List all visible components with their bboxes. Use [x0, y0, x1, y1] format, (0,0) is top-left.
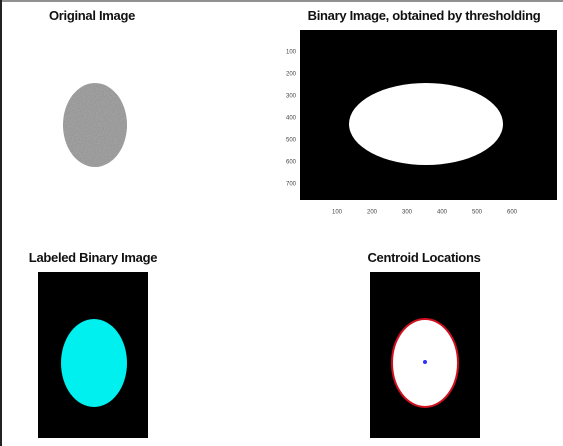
panel-title: Original Image: [49, 8, 135, 23]
y-tick-label: 600: [286, 160, 297, 166]
y-tick-label: 700: [286, 182, 297, 188]
x-tick-label: 500: [472, 210, 483, 216]
figure: Original Image Binary Image, obtained by…: [0, 0, 563, 446]
y-tick-label: 500: [286, 138, 297, 144]
panel-title: Labeled Binary Image: [29, 250, 157, 265]
x-tick-label: 200: [367, 210, 378, 216]
panel-title: Binary Image, obtained by thresholding: [308, 8, 541, 23]
x-tick-label: 300: [402, 210, 413, 216]
cyan-ellipse: [61, 319, 127, 407]
y-tick-label: 400: [286, 116, 297, 122]
panel-title: Centroid Locations: [367, 250, 480, 265]
gray-ellipse: [63, 83, 127, 167]
y-tick-label: 100: [286, 50, 297, 56]
y-tick-label: 300: [286, 94, 297, 100]
x-tick-label: 400: [437, 210, 448, 216]
x-tick-label: 100: [332, 210, 343, 216]
y-tick-label: 200: [286, 72, 297, 78]
centroid-dot: [423, 360, 427, 364]
white-ellipse: [349, 83, 503, 165]
x-tick-label: 600: [507, 210, 518, 216]
